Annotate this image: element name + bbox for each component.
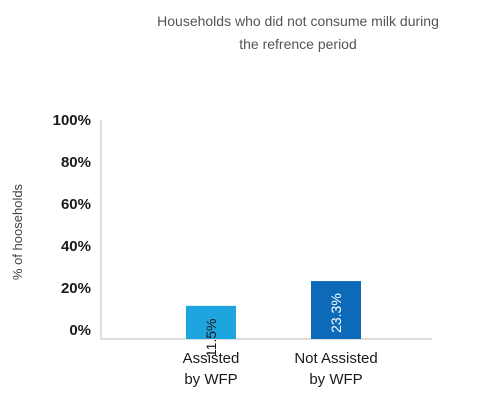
chart-title-line-1: Households who did not consume milk duri… <box>157 13 439 29</box>
x-category-label: Not Assisted <box>294 350 377 367</box>
chart-title-line-2: the refrence period <box>239 36 357 52</box>
y-axis-label: % of hooseholds <box>10 183 25 280</box>
bar <box>311 281 361 339</box>
y-tick-label: 40% <box>61 238 91 255</box>
bars: 11.5% 23.3% <box>186 281 361 357</box>
bar-data-label: 11.5% <box>203 319 219 358</box>
x-category-labels: Assisted by WFP Not Assisted by WFP <box>183 350 378 388</box>
y-tick-labels: 0% 20% 40% 60% 80% 100% <box>53 112 91 339</box>
y-tick-label: 20% <box>61 280 91 297</box>
y-tick-label: 0% <box>69 322 91 339</box>
bar <box>186 305 236 339</box>
x-category-label: by WFP <box>309 371 362 388</box>
y-tick-label: 100% <box>53 112 91 129</box>
y-tick-label: 80% <box>61 154 91 171</box>
x-category-label: by WFP <box>184 371 237 388</box>
bar-data-label: 23.3% <box>328 293 344 333</box>
y-tick-label: 60% <box>61 196 91 213</box>
x-category-label: Assisted <box>183 350 240 367</box>
